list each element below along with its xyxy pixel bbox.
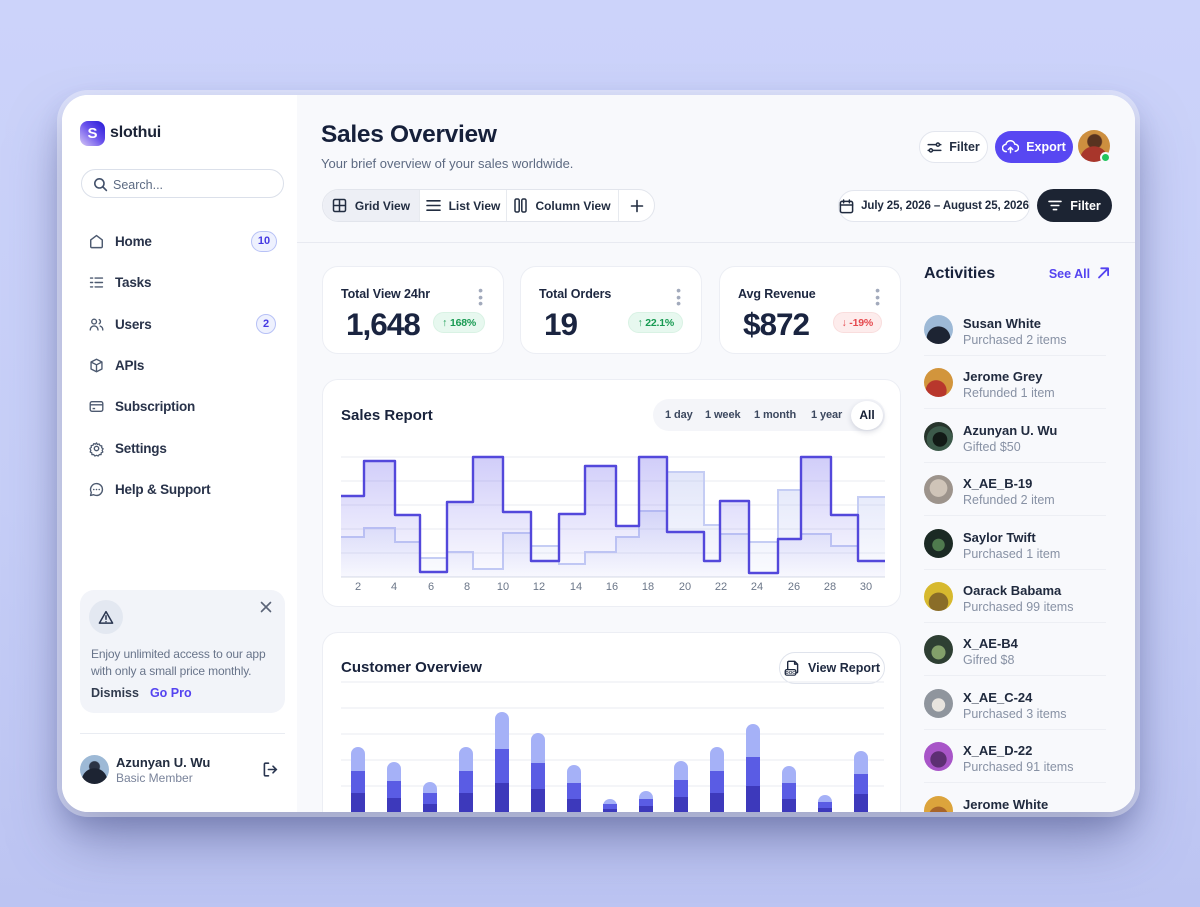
svg-text:2: 2 [355, 581, 361, 593]
svg-text:12: 12 [533, 581, 545, 593]
svg-text:20: 20 [679, 581, 691, 593]
svg-text:4: 4 [391, 581, 397, 593]
svg-text:22: 22 [715, 581, 727, 593]
svg-text:10: 10 [497, 581, 509, 593]
svg-text:30: 30 [860, 581, 872, 593]
svg-text:28: 28 [824, 581, 836, 593]
svg-text:6: 6 [428, 581, 434, 593]
svg-text:14: 14 [570, 581, 582, 593]
svg-text:DOC: DOC [785, 670, 796, 675]
svg-text:26: 26 [788, 581, 800, 593]
svg-text:18: 18 [642, 581, 654, 593]
svg-text:16: 16 [606, 581, 618, 593]
svg-text:8: 8 [464, 581, 470, 593]
svg-text:24: 24 [751, 581, 763, 593]
